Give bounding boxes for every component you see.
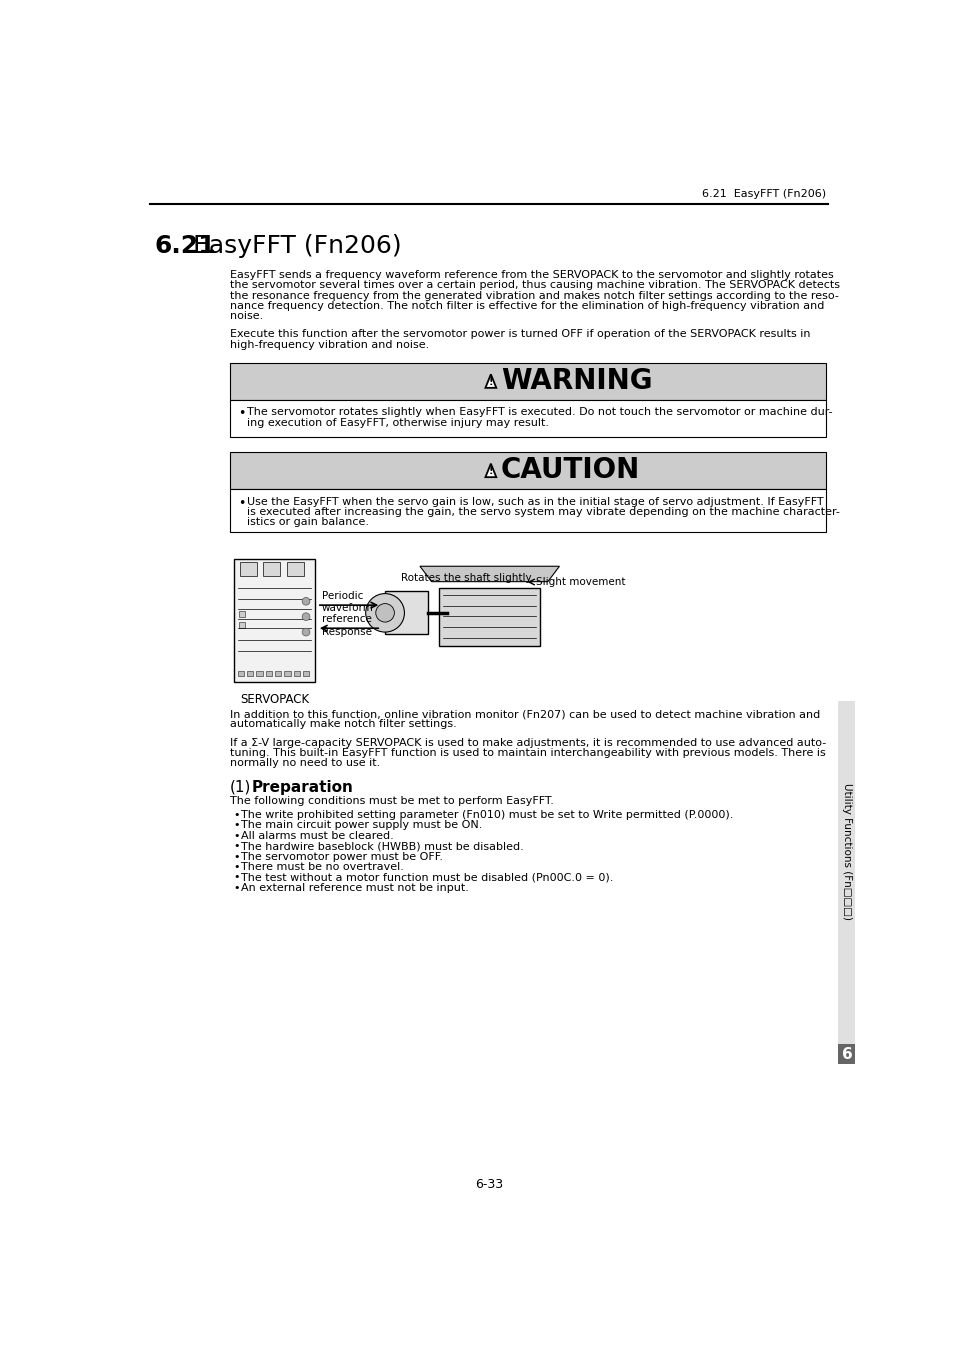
Bar (230, 489, 825, 532)
Bar (439, 587, 539, 645)
Text: •: • (233, 810, 239, 819)
Text: automatically make notch filter settings.: automatically make notch filter settings… (230, 720, 456, 729)
Text: the resonance frequency from the generated vibration and makes notch filter sett: the resonance frequency from the generat… (230, 290, 838, 301)
Text: ing execution of EasyFFT, otherwise injury may result.: ing execution of EasyFFT, otherwise inju… (247, 417, 549, 428)
Bar (238, 612, 245, 617)
Circle shape (375, 603, 394, 622)
Bar (385, 591, 427, 634)
Bar (274, 671, 281, 676)
Text: •: • (237, 497, 245, 509)
Bar (284, 671, 291, 676)
Bar (230, 452, 825, 489)
Bar (838, 1044, 855, 1064)
Bar (286, 562, 303, 576)
Text: The hardwire baseblock (HWBB) must be disabled.: The hardwire baseblock (HWBB) must be di… (241, 841, 523, 850)
Bar (838, 701, 855, 1062)
Text: 6.21: 6.21 (154, 234, 216, 258)
Circle shape (365, 594, 404, 632)
Bar (230, 363, 825, 400)
Text: EasyFFT sends a frequency waveform reference from the SERVOPACK to the servomoto: EasyFFT sends a frequency waveform refer… (230, 270, 833, 279)
Circle shape (302, 598, 310, 605)
Text: Rotates the shaft slightly: Rotates the shaft slightly (400, 572, 531, 583)
Bar (238, 622, 245, 628)
Text: is executed after increasing the gain, the servo system may vibrate depending on: is executed after increasing the gain, t… (247, 508, 840, 517)
Text: Response: Response (321, 626, 371, 637)
Bar (266, 671, 272, 676)
Text: All alarms must be cleared.: All alarms must be cleared. (241, 830, 394, 841)
Text: The main circuit power supply must be ON.: The main circuit power supply must be ON… (241, 821, 482, 830)
Text: The following conditions must be met to perform EasyFFT.: The following conditions must be met to … (230, 796, 554, 806)
Text: •: • (237, 408, 245, 420)
Text: •: • (233, 883, 239, 892)
Text: istics or gain balance.: istics or gain balance. (247, 517, 369, 528)
Text: •: • (233, 872, 239, 883)
Bar (256, 671, 262, 676)
Text: 6.21  EasyFFT (Fn206): 6.21 EasyFFT (Fn206) (701, 189, 825, 200)
Text: The servomotor power must be OFF.: The servomotor power must be OFF. (241, 852, 442, 861)
Text: The write prohibited setting parameter (Fn010) must be set to Write permitted (P: The write prohibited setting parameter (… (241, 810, 733, 819)
Bar (247, 671, 253, 676)
Polygon shape (485, 374, 496, 387)
Circle shape (302, 628, 310, 636)
Text: •: • (233, 830, 239, 841)
Text: (1): (1) (230, 779, 252, 795)
Text: If a Σ-V large-capacity SERVOPACK is used to make adjustments, it is recommended: If a Σ-V large-capacity SERVOPACK is use… (230, 737, 825, 748)
Text: •: • (233, 861, 239, 872)
Bar (303, 671, 309, 676)
Text: There must be no overtravel.: There must be no overtravel. (241, 861, 403, 872)
Text: the servomotor several times over a certain period, thus causing machine vibrati: the servomotor several times over a cert… (230, 281, 840, 290)
Text: 6-33: 6-33 (475, 1179, 502, 1191)
Polygon shape (419, 566, 558, 582)
Text: high-frequency vibration and noise.: high-frequency vibration and noise. (230, 340, 429, 350)
Bar (294, 671, 299, 676)
Polygon shape (485, 463, 496, 477)
Text: SERVOPACK: SERVOPACK (240, 693, 309, 706)
Text: normally no need to use it.: normally no need to use it. (230, 759, 380, 768)
Bar (233, 559, 315, 682)
Text: Execute this function after the servomotor power is turned OFF if operation of t: Execute this function after the servomot… (230, 329, 810, 339)
Text: EasyFFT (Fn206): EasyFFT (Fn206) (193, 234, 401, 258)
Text: •: • (233, 821, 239, 830)
Text: CAUTION: CAUTION (500, 456, 639, 485)
Text: The servomotor rotates slightly when EasyFFT is executed. Do not touch the servo: The servomotor rotates slightly when Eas… (247, 408, 832, 417)
Circle shape (302, 613, 310, 621)
Bar (240, 562, 257, 576)
Text: The test without a motor function must be disabled (Pn00C.0 = 0).: The test without a motor function must b… (241, 872, 613, 883)
Text: Preparation: Preparation (252, 779, 354, 795)
Text: WARNING: WARNING (500, 367, 652, 396)
Text: 6: 6 (841, 1048, 851, 1062)
Text: !: ! (488, 377, 493, 387)
Text: nance frequency detection. The notch filter is effective for the elimination of : nance frequency detection. The notch fil… (230, 301, 823, 310)
Text: tuning. This built-in EasyFFT function is used to maintain interchangeability wi: tuning. This built-in EasyFFT function i… (230, 748, 825, 757)
Text: !: ! (488, 466, 493, 477)
Text: •: • (233, 841, 239, 850)
Text: An external reference must not be input.: An external reference must not be input. (241, 883, 468, 892)
Text: •: • (233, 852, 239, 861)
Text: Utility Functions (Fn□□□): Utility Functions (Fn□□□) (841, 783, 851, 919)
Text: noise.: noise. (230, 312, 263, 321)
Text: Slight movement: Slight movement (536, 576, 625, 587)
Text: Periodic
waveform
reference: Periodic waveform reference (321, 591, 373, 625)
Bar (263, 562, 280, 576)
Bar (230, 400, 825, 436)
Text: In addition to this function, online vibration monitor (Fn207) can be used to de: In addition to this function, online vib… (230, 709, 820, 720)
Bar (237, 671, 244, 676)
Text: Use the EasyFFT when the servo gain is low, such as in the initial stage of serv: Use the EasyFFT when the servo gain is l… (247, 497, 822, 506)
